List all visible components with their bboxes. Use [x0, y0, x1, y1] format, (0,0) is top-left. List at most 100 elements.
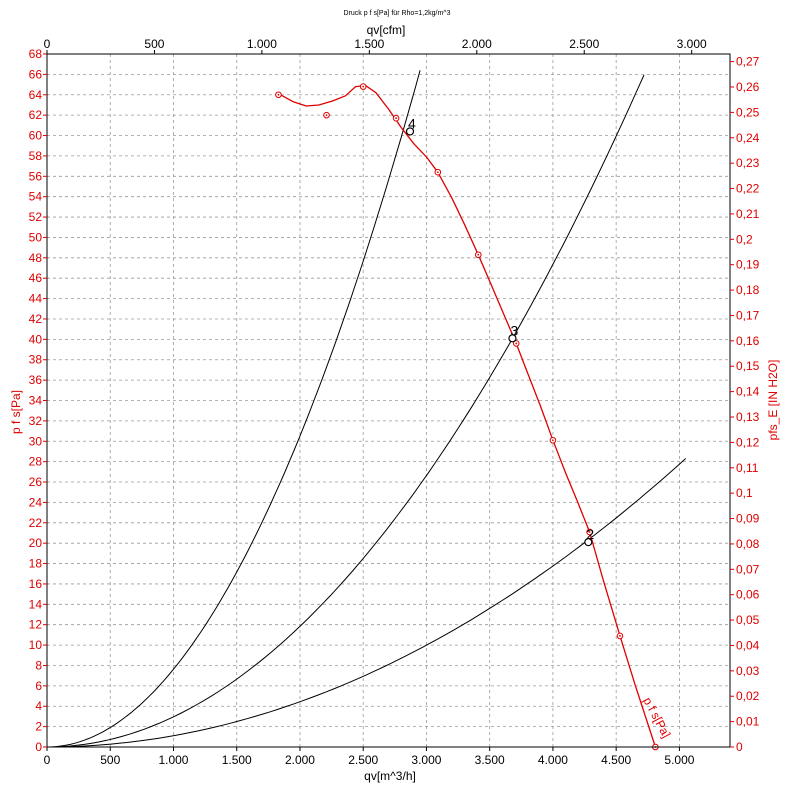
right-tick-label: 0,08: [736, 537, 760, 551]
right-tick-label: 0,23: [736, 156, 760, 170]
measured-point-dot: [588, 531, 591, 533]
right-tick-label: 0,01: [736, 715, 760, 729]
measured-point-dot: [552, 439, 554, 442]
measured-point-dot: [619, 635, 621, 637]
left-tick-label: 6: [35, 679, 42, 693]
top-axis-label: qv[cfm]: [367, 23, 406, 37]
right-tick-label: 0,14: [736, 385, 760, 399]
chart-title: Druck p f s[Pa] für Rho=1,2kg/m^3: [344, 10, 451, 17]
measured-point-dot: [362, 85, 365, 88]
right-tick-label: 0,19: [736, 258, 760, 272]
left-tick-label: 48: [29, 251, 43, 265]
operating-point-2: [584, 538, 593, 547]
system-curve-4: [46, 70, 421, 748]
measured-point-dot: [395, 117, 397, 120]
left-tick-label: 42: [29, 312, 43, 326]
right-tick-label: 0,1: [736, 486, 753, 500]
axis-ticks: 0 500 1.000 1.500 2.000 2.500 3.000 3.500 4.000 4…: [29, 37, 760, 767]
right-tick-label: 0,12: [736, 435, 760, 449]
left-tick-label: 54: [29, 190, 43, 204]
left-tick-label: 10: [29, 638, 43, 652]
left-tick-label: 60: [29, 129, 43, 143]
operating-point-label: 3: [510, 322, 518, 338]
right-tick-label: 0,22: [736, 182, 760, 196]
right-tick-label: 0,17: [736, 308, 760, 322]
right-tick-label: 0,07: [736, 562, 760, 576]
right-tick-label: 0,26: [736, 80, 760, 94]
right-tick-label: 0,04: [736, 638, 760, 652]
left-axis-label: p f s[Pa]: [9, 390, 23, 434]
left-tick-label: 4: [35, 699, 42, 713]
bottom-tick-label: 2.000: [285, 753, 315, 767]
right-tick-label: 0,03: [736, 664, 760, 678]
right-tick-label: 0,02: [736, 689, 760, 703]
top-tick-label: 2.500: [569, 37, 599, 51]
fan-curve-line: [278, 84, 657, 748]
measured-point-dot: [325, 114, 328, 117]
left-tick-label: 24: [29, 495, 43, 509]
left-tick-label: 26: [29, 475, 43, 489]
left-tick-label: 22: [29, 516, 43, 530]
left-tick-label: 68: [29, 47, 43, 61]
left-tick-label: 8: [35, 658, 42, 672]
measured-point-dot: [436, 171, 439, 174]
bottom-tick-label: 0: [44, 753, 51, 767]
operating-point-label: 4: [408, 115, 416, 131]
measured-point-dot: [515, 342, 518, 345]
measured-points: [275, 83, 659, 751]
left-tick-label: 56: [29, 169, 43, 183]
operating-point-4: [405, 127, 415, 136]
left-tick-label: 28: [29, 455, 43, 469]
left-tick-label: 36: [29, 373, 43, 387]
left-tick-label: 18: [29, 557, 43, 571]
right-tick-label: 0,18: [736, 283, 760, 297]
top-tick-label: 500: [144, 37, 164, 51]
left-tick-label: 20: [29, 536, 43, 550]
bottom-tick-label: 3.500: [475, 753, 505, 767]
operating-points: 4 3 2: [405, 115, 594, 547]
fan-curve-group: [278, 84, 657, 748]
bottom-tick-label: 4.500: [601, 753, 631, 767]
right-axis-label: pfs_E [IN H2O]: [766, 360, 780, 441]
bottom-tick-label: 4.000: [538, 753, 568, 767]
right-tick-label: 0,24: [736, 131, 760, 145]
left-tick-label: 66: [29, 67, 43, 81]
grid: [47, 54, 730, 747]
left-tick-label: 38: [29, 353, 43, 367]
left-tick-label: 34: [29, 394, 43, 408]
system-curve-2: [47, 458, 687, 748]
left-tick-label: 46: [29, 271, 43, 285]
top-tick-label: 1.500: [354, 37, 384, 51]
left-tick-label: 64: [29, 88, 43, 102]
right-tick-label: 0,27: [736, 55, 760, 69]
right-tick-label: 0,09: [736, 512, 760, 526]
right-tick-label: 0,16: [736, 334, 760, 348]
system-curve-3: [46, 74, 645, 748]
bottom-axis-label: qv[m^3/h]: [364, 769, 416, 783]
bottom-tick-label: 3.000: [411, 753, 441, 767]
left-tick-label: 62: [29, 108, 43, 122]
bottom-tick-label: 1.500: [222, 753, 252, 767]
top-tick-label: 1.000: [247, 37, 277, 51]
right-tick-label: 0,15: [736, 359, 760, 373]
left-tick-label: 50: [29, 230, 43, 244]
right-tick-label: 0,2: [736, 232, 753, 246]
measured-point-dot: [477, 253, 480, 256]
measured-point-dot: [277, 93, 280, 96]
left-tick-label: 0: [35, 740, 42, 754]
bottom-tick-label: 5.000: [664, 753, 694, 767]
left-tick-label: 52: [29, 210, 43, 224]
left-tick-label: 40: [29, 332, 43, 346]
right-tick-label: 0: [736, 740, 743, 754]
right-tick-label: 0,25: [736, 105, 760, 119]
bottom-tick-label: 500: [100, 753, 120, 767]
top-tick-label: 2.000: [462, 37, 492, 51]
right-tick-label: 0,11: [736, 461, 759, 475]
operating-point-3: [508, 334, 517, 343]
left-tick-label: 30: [29, 434, 43, 448]
right-tick-label: 0,05: [736, 613, 760, 627]
left-tick-label: 2: [35, 720, 42, 734]
left-tick-label: 32: [29, 414, 43, 428]
right-tick-label: 0,13: [736, 410, 760, 424]
right-tick-label: 0,06: [736, 588, 760, 602]
